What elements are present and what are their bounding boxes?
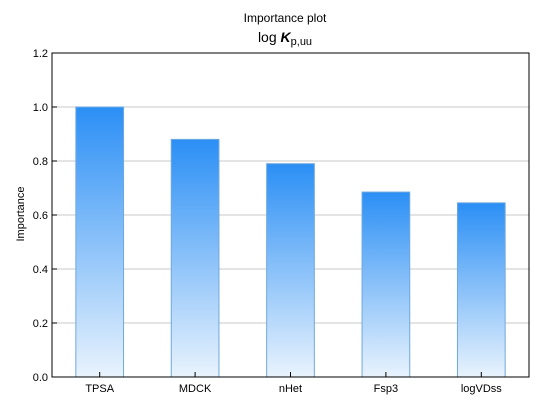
- x-tick-label: Fsp3: [374, 383, 398, 395]
- y-tick-label: 1.0: [33, 102, 48, 114]
- x-tick-label: MDCK: [179, 383, 212, 395]
- y-axis-title: Importance: [15, 186, 27, 241]
- bar-logvdss: [456, 202, 506, 378]
- chart-title: Importance plot: [244, 11, 327, 25]
- x-tick-label: nHet: [279, 383, 302, 395]
- bar-mdck: [170, 138, 220, 378]
- subtitle-variable: K: [281, 29, 292, 45]
- y-tick-label: 0.6: [33, 210, 48, 222]
- subtitle-subscript: p,uu: [291, 36, 312, 48]
- bars: [75, 106, 506, 378]
- y-tick-label: 0.0: [33, 372, 48, 384]
- bar-nhet: [266, 163, 315, 378]
- chart-subtitle: log Kp,uu: [258, 29, 312, 48]
- y-tick-label: 1.2: [33, 48, 48, 60]
- y-tick-label: 0.8: [33, 156, 48, 168]
- y-tick-label: 0.2: [33, 318, 48, 330]
- x-tick-label: TPSA: [85, 383, 114, 395]
- subtitle-prefix: log: [258, 29, 281, 45]
- x-axis-ticks: TPSA MDCK nHet Fsp3 logVDss: [85, 372, 502, 395]
- bar-tpsa: [75, 106, 125, 378]
- x-tick-label: logVDss: [461, 383, 502, 395]
- y-axis-ticks: 0.0 0.2 0.4 0.6 0.8 1.0 1.2: [33, 48, 57, 384]
- bar-fsp3: [361, 191, 411, 378]
- y-tick-label: 0.4: [33, 264, 48, 276]
